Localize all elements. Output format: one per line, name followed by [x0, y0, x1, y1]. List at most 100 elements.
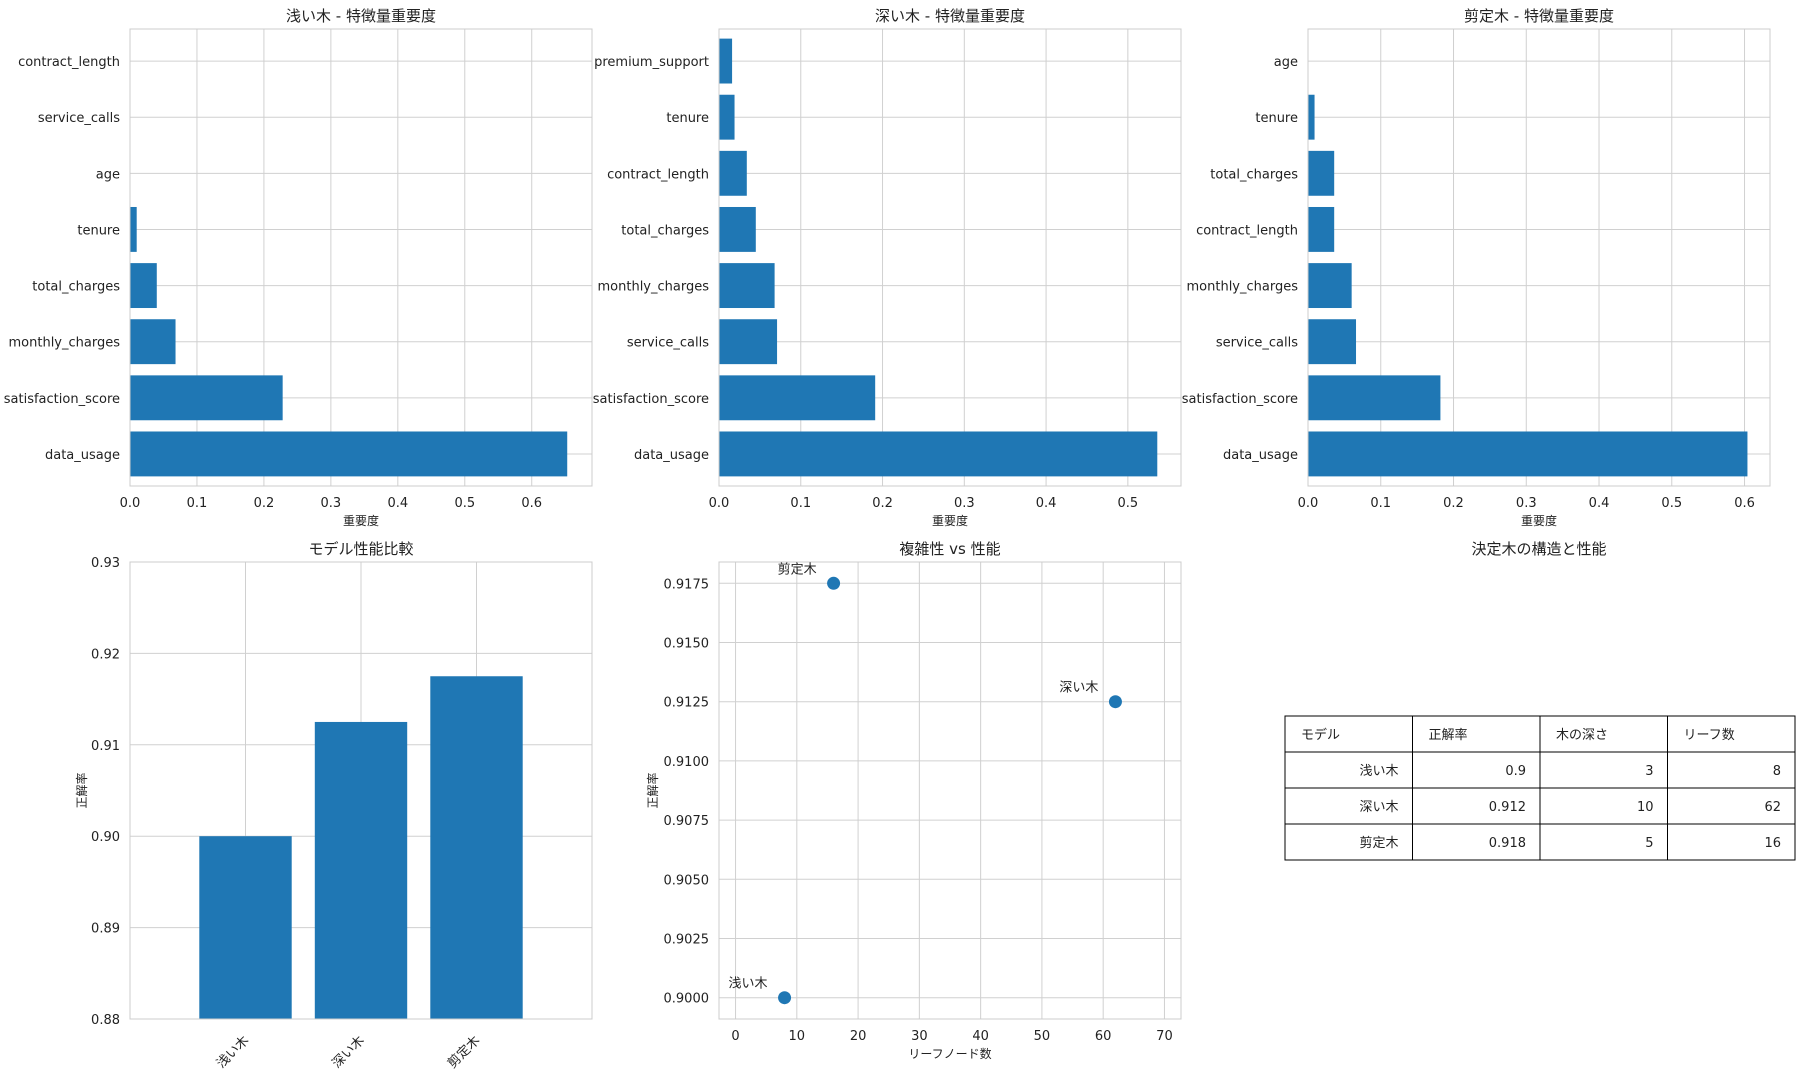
x-tick-label: 0.4 — [387, 496, 408, 511]
complexity-scatter: 浅い木 深い木 剪定木 0 10 20 30 40 50 60 70 0.9000 0.9025 0.90… — [645, 540, 1182, 1061]
bar-total_charges — [719, 206, 756, 252]
x-tick-label: 0.5 — [454, 496, 475, 511]
axes-frame — [129, 28, 593, 487]
bar-service_calls — [1308, 319, 1357, 365]
y-tick-label: monthly_charges — [1187, 280, 1299, 295]
table-cell — [1412, 751, 1541, 789]
y-tick-label: data_usage — [1223, 448, 1298, 463]
x-tick-label: 0.1 — [187, 496, 208, 511]
x-tick-label: 30 — [911, 1029, 928, 1044]
y-tick-label: 0.9175 — [664, 577, 710, 592]
y-tick-label: monthly_charges — [9, 336, 121, 351]
cell-value: 剪定木 — [1359, 835, 1398, 851]
y-tick-label: 0.91 — [91, 739, 120, 754]
y-tick-label: service_calls — [627, 336, 709, 351]
column-header: 正解率 — [1429, 727, 1468, 743]
x-tick-label: 0.5 — [1118, 496, 1139, 511]
y-tick-label: tenure — [77, 223, 120, 238]
x-tick-label: 70 — [1156, 1029, 1173, 1044]
x-tick-label: 10 — [789, 1029, 806, 1044]
y-axis-label: 正解率 — [74, 772, 89, 808]
y-tick-label: data_usage — [634, 448, 709, 463]
bar-satisfaction_score — [130, 375, 283, 421]
axes-frame — [1307, 28, 1771, 487]
y-tick-label: 0.9000 — [664, 992, 710, 1007]
x-tick-label: 0.4 — [1036, 496, 1057, 511]
cell-value: 浅い木 — [1359, 764, 1398, 779]
chart-title: 剪定木 - 特徴量重要度 — [1464, 7, 1614, 25]
table-cell — [1539, 787, 1668, 825]
x-tick-label: 深い木 — [330, 1033, 368, 1071]
y-tick-label: 0.9125 — [664, 696, 710, 711]
cell-value: 0.918 — [1489, 836, 1526, 851]
column-header: モデル — [1301, 727, 1340, 743]
axes-frame — [718, 561, 1182, 1020]
header-cell — [1412, 715, 1541, 753]
x-tick-label: 60 — [1095, 1029, 1112, 1044]
y-tick-label: total_charges — [32, 280, 120, 295]
point-label: 浅い木 — [729, 977, 768, 992]
bar-data_usage — [719, 431, 1158, 477]
x-tick-label: 0.3 — [321, 496, 342, 511]
bar-contract_length — [719, 150, 747, 196]
y-tick-label: service_calls — [1216, 336, 1298, 351]
importance-chart-3: data_usage satisfaction_score service_call… — [1182, 7, 1771, 528]
y-tick-label: tenure — [666, 111, 709, 126]
y-tick-label: contract_length — [18, 55, 120, 70]
bar-data_usage — [130, 431, 568, 477]
axes-frame — [129, 561, 593, 1020]
y-tick-label: data_usage — [45, 448, 120, 463]
table-cell — [1412, 823, 1541, 861]
y-tick-label: satisfaction_score — [1182, 392, 1298, 407]
x-tick-label: 0.2 — [254, 496, 275, 511]
y-tick-label: 0.9075 — [664, 814, 710, 829]
cell-value: 0.912 — [1489, 800, 1526, 815]
y-tick-label: 0.9025 — [664, 932, 710, 947]
x-tick-label: 20 — [850, 1029, 867, 1044]
y-tick-label: 0.89 — [91, 922, 120, 937]
bar-contract_length — [1308, 206, 1335, 252]
y-tick-label: total_charges — [1210, 167, 1298, 182]
bar-monthly_charges — [719, 263, 775, 309]
y-tick-label: 0.90 — [91, 830, 120, 845]
column-header: リーフ数 — [1684, 728, 1735, 743]
table-cell — [1667, 823, 1796, 861]
column-header: 木の深さ — [1556, 728, 1608, 743]
table-cell — [1284, 751, 1413, 789]
y-tick-label: contract_length — [607, 167, 709, 182]
header-cell — [1539, 715, 1668, 753]
x-tick-label: 0.0 — [120, 496, 141, 511]
x-tick-label: 0.6 — [1734, 496, 1755, 511]
header-cell — [1284, 715, 1413, 753]
point-深い木 — [1108, 695, 1122, 709]
y-tick-label: tenure — [1255, 111, 1298, 126]
point-label: 剪定木 — [778, 561, 817, 577]
axes-frame — [718, 28, 1182, 487]
bar-total_charges — [130, 263, 157, 309]
cell-value: 深い木 — [1359, 800, 1398, 815]
bar-satisfaction_score — [719, 375, 876, 421]
x-axis-label: 重要度 — [932, 513, 968, 528]
x-tick-label: 0.0 — [709, 496, 730, 511]
table-cell — [1284, 787, 1413, 825]
y-tick-label: age — [1274, 55, 1298, 70]
x-tick-label: 0.6 — [521, 496, 542, 511]
x-tick-label: 0.4 — [1589, 496, 1610, 511]
x-tick-label: 0.0 — [1298, 496, 1319, 511]
y-tick-label: 0.9100 — [664, 755, 710, 770]
x-axis-label: 重要度 — [343, 513, 379, 528]
y-tick-label: 0.9050 — [664, 873, 710, 888]
chart-title: 浅い木 - 特徴量重要度 — [286, 7, 436, 25]
x-axis-label: 重要度 — [1521, 513, 1557, 528]
cell-value: 0.9 — [1505, 764, 1526, 779]
x-tick-label: 剪定木 — [444, 1033, 483, 1071]
chart-title: モデル性能比較 — [308, 540, 413, 558]
y-tick-label: age — [96, 167, 120, 182]
x-axis-label: リーフノード数 — [908, 1046, 991, 1061]
point-浅い木 — [778, 991, 792, 1005]
bar-tenure — [1308, 94, 1315, 140]
y-tick-label: contract_length — [1196, 223, 1298, 238]
bar-monthly_charges — [1308, 263, 1352, 309]
